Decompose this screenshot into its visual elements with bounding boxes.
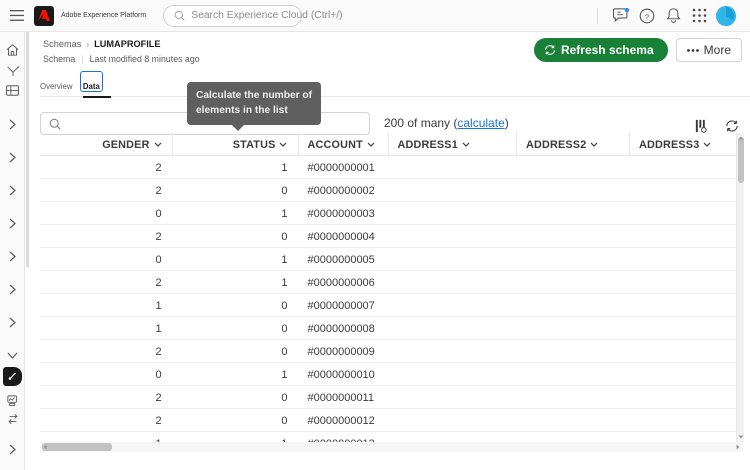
svg-text:?: ? [645,12,649,21]
